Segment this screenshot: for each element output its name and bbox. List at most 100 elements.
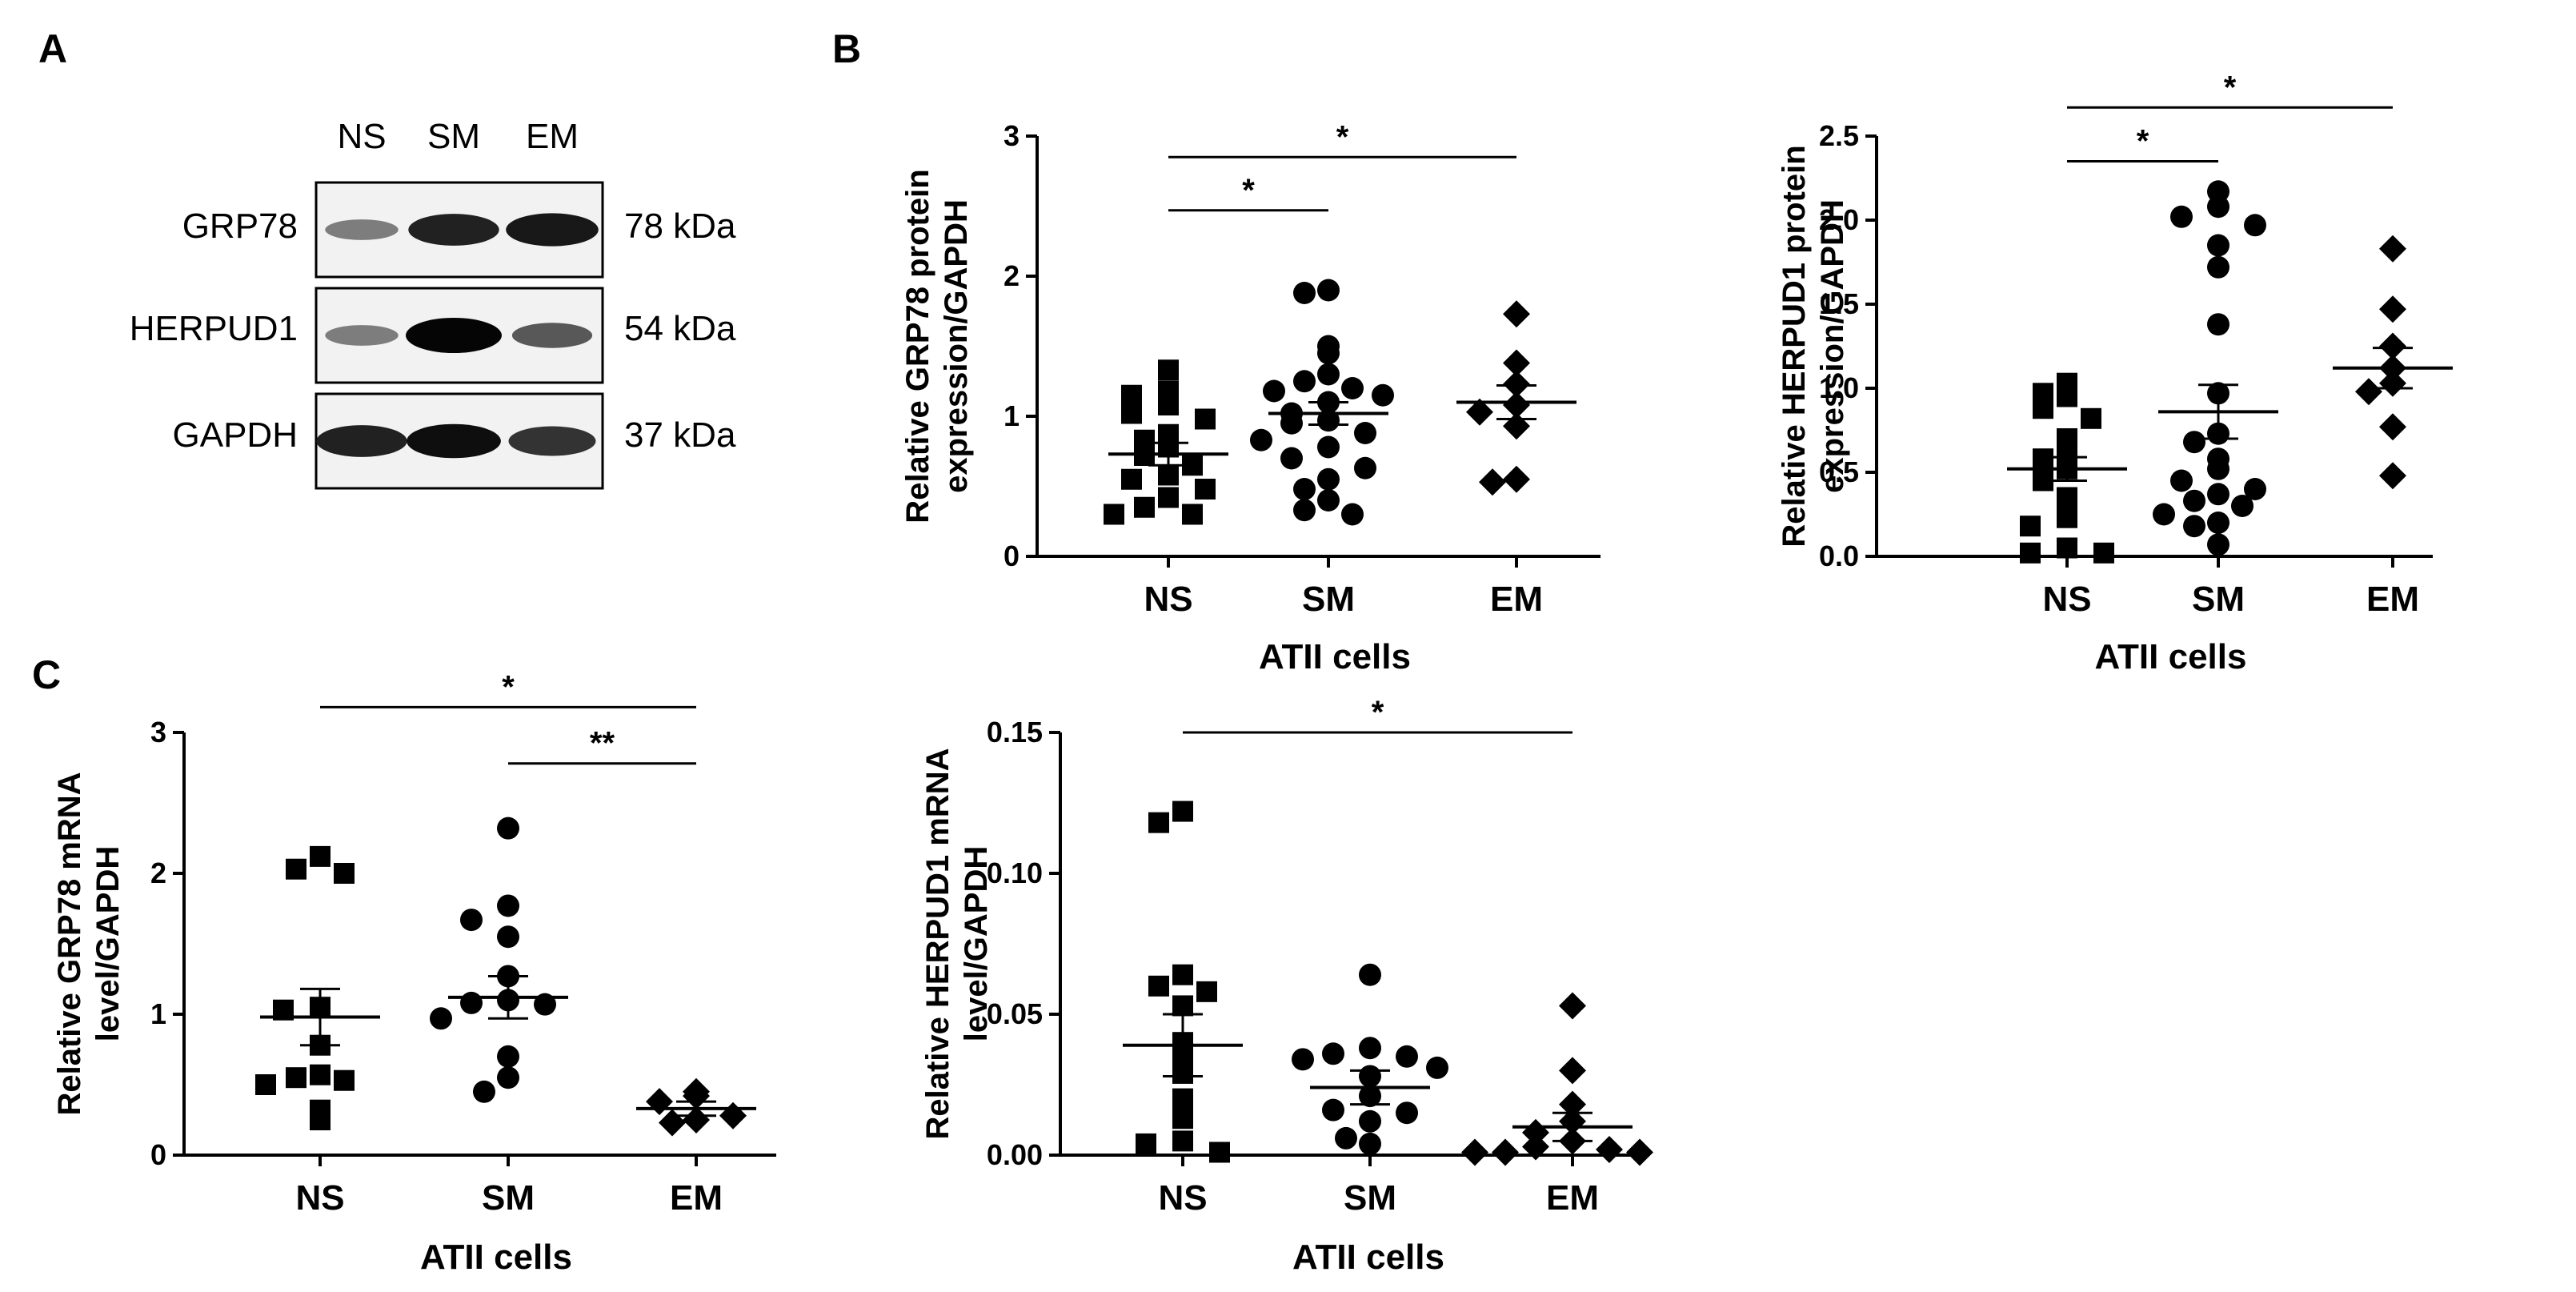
data-point-ns	[1158, 464, 1179, 486]
panel-label-a: A	[38, 26, 67, 71]
data-point-ns	[1195, 479, 1216, 500]
data-point-sm	[1322, 1098, 1344, 1121]
y-axis-title: Relative HERPUD1 protein expression/GAPDH	[1777, 145, 1850, 547]
data-point-em	[1503, 300, 1530, 328]
data-point-sm	[2231, 495, 2253, 517]
data-point-sm	[1359, 1132, 1381, 1155]
data-point-em	[2379, 413, 2406, 441]
data-point-ns	[1121, 384, 1142, 406]
blot-row-label-gapdh: GAPDH	[173, 415, 298, 455]
data-point-em	[2379, 462, 2406, 490]
x-tick-label: NS	[1144, 580, 1192, 619]
data-point-sm	[2207, 533, 2229, 556]
y-tick-label: 2	[1004, 259, 1020, 292]
data-point-sm	[1359, 963, 1381, 986]
x-tick-label: NS	[1158, 1178, 1207, 1218]
data-point-ns	[1172, 964, 1193, 985]
data-point-em	[1522, 1133, 1549, 1161]
significance-label: *	[2224, 70, 2237, 105]
data-point-sm	[497, 1066, 519, 1089]
data-point-sm	[2207, 255, 2229, 279]
data-point-sm	[1396, 1101, 1418, 1125]
data-point-sm	[1359, 1037, 1381, 1060]
data-point-em	[1596, 1135, 1623, 1163]
data-point-em	[2379, 332, 2406, 360]
data-point-sm	[1292, 1048, 1314, 1071]
blot-row-size-grp78: 78 kDa	[624, 207, 736, 246]
blot-row-label-herpud1: HERPUD1	[130, 309, 298, 348]
data-point-ns	[1121, 403, 1142, 424]
data-point-sm	[460, 909, 483, 932]
data-point-sm	[1317, 435, 1340, 459]
data-point-sm	[1354, 422, 1376, 444]
y-tick-label: 0.00	[987, 1138, 1043, 1171]
data-point-ns	[1172, 1108, 1193, 1129]
x-axis-title: ATII cells	[1259, 637, 1411, 676]
data-point-ns	[1172, 1088, 1193, 1109]
data-point-sm	[1263, 379, 1285, 403]
data-point-ns	[1121, 468, 1142, 490]
data-point-sm	[1426, 1056, 1448, 1079]
blot-band-gapdh-ns	[316, 425, 407, 457]
y-axis-title: Relative GRP78 protein expression/GAPDH	[900, 169, 974, 523]
x-axis-title: ATII cells	[420, 1238, 572, 1277]
significance-label: *	[1372, 695, 1384, 730]
data-point-sm	[1293, 370, 1316, 393]
data-point-sm	[2207, 483, 2229, 506]
y-axis-title-line: Relative HERPUD1 protein	[1777, 145, 1812, 547]
panel-label-b: B	[832, 26, 861, 71]
x-tick-label: SM	[1344, 1178, 1396, 1218]
data-point-ns	[1104, 504, 1124, 525]
data-point-sm	[1293, 478, 1316, 500]
data-point-ns	[255, 1074, 276, 1095]
blot-row-label-grp78: GRP78	[182, 207, 298, 246]
data-point-em	[1503, 370, 1530, 398]
y-axis-title-line: level/GAPDH	[90, 846, 126, 1042]
data-point-sm	[2244, 478, 2266, 500]
significance-label: *	[1242, 173, 1255, 208]
blot-lane-label-ns: NS	[337, 117, 386, 156]
significance-label: *	[2137, 124, 2149, 159]
x-tick-label: EM	[2366, 580, 2419, 619]
blot-band-grp78-em	[506, 213, 599, 247]
data-point-em	[1559, 992, 1586, 1020]
y-tick-label: 3	[1004, 119, 1020, 152]
data-point-em	[1479, 468, 1506, 496]
data-point-em	[1466, 398, 1493, 426]
x-tick-label: NS	[295, 1178, 344, 1218]
data-point-sm	[1317, 467, 1340, 491]
data-point-ns	[2020, 516, 2041, 537]
data-point-sm	[430, 1007, 452, 1030]
data-point-ns	[334, 863, 355, 884]
data-point-em	[1626, 1138, 1653, 1166]
blot-row-size-gapdh: 37 kDa	[624, 415, 736, 455]
data-point-sm	[1359, 1109, 1381, 1133]
y-tick-label: 0.05	[987, 997, 1043, 1030]
y-tick-label: 0	[1004, 540, 1020, 572]
significance-label: *	[1336, 119, 1349, 154]
chart-grp78-protein: 0 1 2 3 NS SM EM ATII cells Relative GRP78 prote…	[900, 119, 1600, 676]
x-tick-label: EM	[1490, 580, 1543, 619]
y-tick-label: 1.0	[1819, 371, 1859, 404]
x-tick-label: EM	[670, 1178, 723, 1218]
x-tick-label: NS	[2042, 580, 2091, 619]
y-axis-title-line: Relative HERPUD1 mRNA	[920, 748, 955, 1139]
data-point-ns	[2081, 407, 2101, 429]
data-point-ns	[2057, 386, 2077, 407]
data-point-ns	[1195, 408, 1216, 430]
blot-band-grp78-ns	[325, 219, 399, 240]
data-point-sm	[1341, 503, 1364, 526]
data-point-ns	[334, 1069, 355, 1091]
significance-label: *	[502, 669, 515, 704]
data-point-ns	[2020, 542, 2041, 564]
data-point-sm	[1317, 342, 1340, 365]
data-point-ns	[310, 1109, 331, 1130]
data-point-em	[1492, 1138, 1519, 1166]
y-tick-label: 2	[150, 857, 166, 889]
x-tick-label: EM	[1546, 1178, 1599, 1218]
data-point-ns	[2093, 542, 2114, 564]
data-point-ns	[310, 1064, 331, 1085]
y-tick-label: 0	[150, 1138, 166, 1171]
data-point-ns	[1172, 1130, 1193, 1152]
data-point-ns	[2057, 487, 2077, 508]
